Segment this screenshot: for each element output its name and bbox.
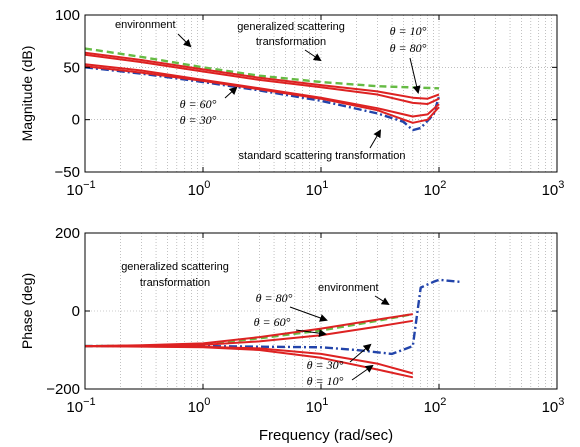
x-tick-label: 102: [424, 396, 447, 416]
grid-lines: [85, 15, 557, 172]
annotation-arrow: [224, 86, 238, 99]
grid-lines: [85, 233, 557, 389]
x-tick-label: 103: [542, 179, 565, 199]
series-line-standard: [85, 66, 441, 132]
x-tick-exponent: 3: [558, 179, 564, 191]
x-tick-label: 100: [188, 179, 211, 199]
annotation-arrow: [295, 329, 327, 338]
series-line-theta-10: [85, 345, 414, 379]
x-tick-exponent: 1: [322, 179, 328, 191]
annotation-theta-a: θ = 10°: [390, 24, 427, 38]
annotation-theta-c: θ = 60°: [180, 97, 217, 111]
annotation-generalized-line1: generalized scattering: [121, 261, 229, 273]
y-tick-label: 50: [63, 59, 80, 76]
annotation-environment: environment: [115, 19, 176, 31]
series-line-theta-80: [85, 53, 440, 105]
x-tick-exponent: 1: [322, 396, 328, 408]
series-line-environment: [85, 47, 440, 90]
x-tick-exponent: 0: [204, 396, 210, 408]
annotation-theta-d: θ = 10°: [307, 374, 344, 388]
x-tick-label: 100: [188, 396, 211, 416]
y-axis-label: Magnitude (dB): [19, 46, 35, 142]
x-tick-base: 10: [306, 399, 323, 416]
x-axis-label: Frequency (rad/sec): [259, 427, 393, 444]
annotation-arrow: [289, 306, 328, 322]
x-tick-exponent: 2: [440, 396, 446, 408]
annotation-arrow: [177, 33, 192, 48]
annotation-arrow: [369, 129, 382, 149]
x-tick-base: 10: [306, 182, 323, 199]
annotation-arrow: [349, 343, 372, 363]
annotation-theta-c: θ = 30°: [307, 358, 344, 372]
x-tick-exponent: −1: [83, 179, 96, 191]
annotation-generalized-line1: generalized scattering: [237, 21, 345, 33]
x-tick-base: 10: [542, 182, 559, 199]
series-group: [85, 47, 441, 132]
x-tick-base: 10: [66, 182, 83, 199]
x-tick-base: 10: [188, 182, 205, 199]
x-tick-label: 101: [306, 179, 329, 199]
y-tick-label: 200: [55, 225, 80, 242]
y-tick-label: 0: [72, 112, 80, 129]
annotation-arrow: [304, 49, 322, 62]
annotation-generalized-line2: transformation: [140, 277, 210, 289]
y-tick-label: −50: [55, 164, 80, 181]
y-tick-label: −200: [46, 381, 80, 398]
x-tick-label: 101: [306, 396, 329, 416]
y-tick-label: 0: [72, 303, 80, 320]
x-tick-label: 10−1: [66, 396, 95, 416]
annotation-theta-a: θ = 80°: [256, 291, 293, 305]
annotation-standard: standard scattering transformation: [239, 150, 406, 162]
annotation-arrow: [409, 57, 421, 94]
x-tick-exponent: 2: [440, 179, 446, 191]
annotation-theta-d: θ = 30°: [180, 113, 217, 127]
x-tick-exponent: −1: [83, 396, 96, 408]
x-tick-base: 10: [66, 399, 83, 416]
annotation-environment: environment: [318, 282, 379, 294]
x-tick-exponent: 3: [558, 396, 564, 408]
y-axis-label: Phase (deg): [19, 273, 35, 349]
annotation-theta-b: θ = 80°: [390, 41, 427, 55]
x-tick-base: 10: [542, 399, 559, 416]
annotation-theta-b: θ = 60°: [254, 315, 291, 329]
annotation-arrow: [374, 295, 390, 306]
x-tick-label: 10−1: [66, 179, 95, 199]
x-tick-exponent: 0: [204, 179, 210, 191]
series-group: [85, 278, 460, 379]
x-tick-base: 10: [424, 399, 441, 416]
annotation-generalized-line2: transformation: [256, 36, 326, 48]
annotation-arrow: [351, 364, 374, 381]
x-tick-base: 10: [188, 399, 205, 416]
series-line-theta-10: [85, 51, 440, 100]
y-tick-label: 100: [55, 7, 80, 24]
series-line-standard: [85, 278, 460, 356]
x-tick-base: 10: [424, 182, 441, 199]
series-line-theta-30: [85, 65, 440, 124]
x-tick-label: 103: [542, 396, 565, 416]
x-tick-label: 102: [424, 179, 447, 199]
